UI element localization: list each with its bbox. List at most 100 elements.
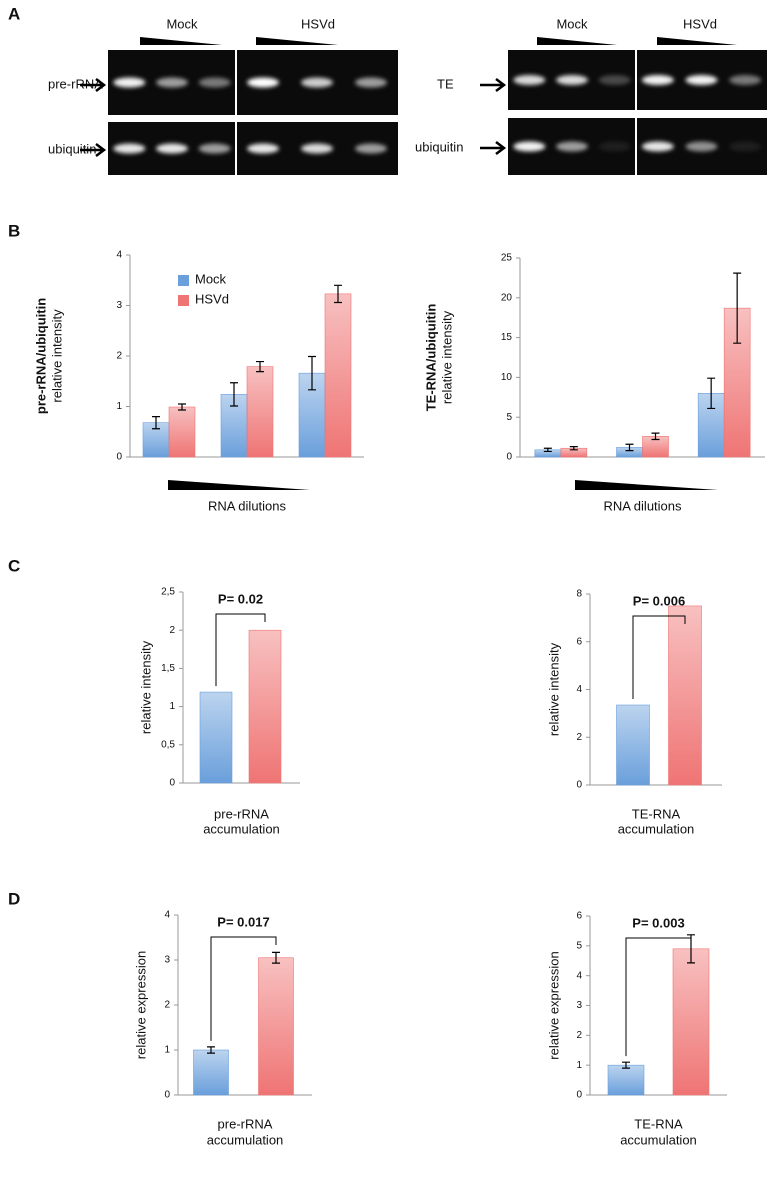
gel-band <box>301 143 333 154</box>
legend-swatch <box>178 295 189 306</box>
dilution-wedge <box>657 37 737 45</box>
error-bar <box>651 432 660 441</box>
gel-band <box>598 141 631 152</box>
x-axis-label: accumulation <box>618 821 695 836</box>
gel-band <box>641 141 674 152</box>
y-tick-label: 2 <box>576 732 582 743</box>
y-tick-label: 6 <box>576 636 582 647</box>
y-axis-label: relative intensity <box>546 642 561 736</box>
gel-group-label: HSVd <box>301 16 335 31</box>
error-bar <box>256 360 264 373</box>
x-axis-label: RNA dilutions <box>603 498 682 513</box>
x-axis-label: TE-RNA <box>634 1116 683 1131</box>
panel-label: D <box>8 889 20 908</box>
error-bar <box>230 382 238 407</box>
y-tick-label: 0 <box>576 780 582 791</box>
y-axis-label: relative expression <box>133 951 148 1059</box>
gel-band <box>355 77 387 88</box>
gel-group-label: Mock <box>166 16 198 31</box>
error-bar <box>152 416 160 430</box>
bar <box>258 957 294 1096</box>
y-tick-label: 5 <box>576 940 582 951</box>
gel-band <box>598 75 631 85</box>
y-tick-label: 1 <box>116 401 122 412</box>
x-axis-label: accumulation <box>207 1132 284 1147</box>
significance-bracket <box>210 936 277 1041</box>
gel-band <box>729 141 762 152</box>
gel-band <box>247 77 279 88</box>
legend-label: Mock <box>195 271 227 286</box>
y-axis-label: relative intensity <box>138 640 153 734</box>
gel-band <box>556 141 588 152</box>
gel-band <box>685 75 718 85</box>
y-tick-label: 6 <box>576 911 582 922</box>
y-tick-label: 3 <box>116 300 122 311</box>
y-tick-label: 2 <box>576 1030 582 1041</box>
error-bar <box>707 377 716 410</box>
gel-band <box>556 75 588 85</box>
bar <box>168 406 196 458</box>
y-tick-label: 1 <box>164 1045 170 1056</box>
y-tick-label: 0,5 <box>161 739 175 750</box>
gel-band <box>156 143 188 154</box>
bar <box>193 1049 229 1096</box>
gel-row-label: ubiquitin <box>48 141 96 156</box>
dilution-wedge <box>168 480 310 490</box>
p-value: P= 0.003 <box>632 915 684 930</box>
error-bar <box>543 447 552 453</box>
y-tick-label: 5 <box>506 412 512 423</box>
y-tick-label: 10 <box>501 372 513 383</box>
arrow <box>480 141 507 155</box>
bar <box>199 691 233 784</box>
y-tick-label: 0 <box>116 452 122 463</box>
p-value: P= 0.017 <box>217 914 269 929</box>
error-bar <box>178 403 186 411</box>
y-tick-label: 25 <box>501 253 513 264</box>
gel-group-label: HSVd <box>683 16 717 31</box>
y-tick-label: 20 <box>501 292 513 303</box>
y-tick-label: 1 <box>576 1060 582 1071</box>
panel-label: C <box>8 556 20 575</box>
panel-label: B <box>8 221 20 240</box>
error-bar <box>272 951 280 964</box>
y-tick-label: 0 <box>169 778 175 789</box>
dilution-wedge <box>537 37 617 45</box>
bar <box>246 366 274 458</box>
y-tick-label: 4 <box>164 910 170 921</box>
gel-band <box>247 143 279 154</box>
bar <box>616 704 650 786</box>
significance-bracket <box>625 937 692 1057</box>
gel-band <box>113 77 146 88</box>
bar <box>607 1064 645 1096</box>
bar <box>672 948 710 1096</box>
gel-band <box>641 75 674 85</box>
y-axis-label: pre-rRNA/ubiquitin <box>33 298 48 414</box>
arrow <box>80 78 107 92</box>
gel-band <box>301 77 333 88</box>
p-value: P= 0.02 <box>218 591 263 606</box>
panel-label: A <box>8 4 20 23</box>
legend-swatch <box>178 275 189 286</box>
arrow <box>80 143 107 157</box>
y-axis-label: relative intensity <box>439 310 454 404</box>
error-bar <box>207 1046 215 1054</box>
gel-group-label: Mock <box>556 16 588 31</box>
error-bar <box>569 446 578 451</box>
significance-bracket <box>215 613 266 687</box>
bar <box>668 605 702 786</box>
legend-label: HSVd <box>195 291 229 306</box>
y-tick-label: 8 <box>576 589 582 600</box>
x-axis-label: TE-RNA <box>632 806 681 821</box>
y-axis-label: relative expression <box>546 951 561 1059</box>
y-tick-label: 4 <box>116 250 122 261</box>
significance-bracket <box>632 615 686 700</box>
gel-band <box>198 77 231 88</box>
y-tick-label: 2 <box>169 625 175 636</box>
y-tick-label: 3 <box>576 1000 582 1011</box>
gel-row-label: ubiquitin <box>415 139 463 154</box>
arrow <box>480 78 507 92</box>
p-value: P= 0.006 <box>633 593 685 608</box>
bar <box>324 293 352 458</box>
dilution-wedge <box>256 37 338 45</box>
